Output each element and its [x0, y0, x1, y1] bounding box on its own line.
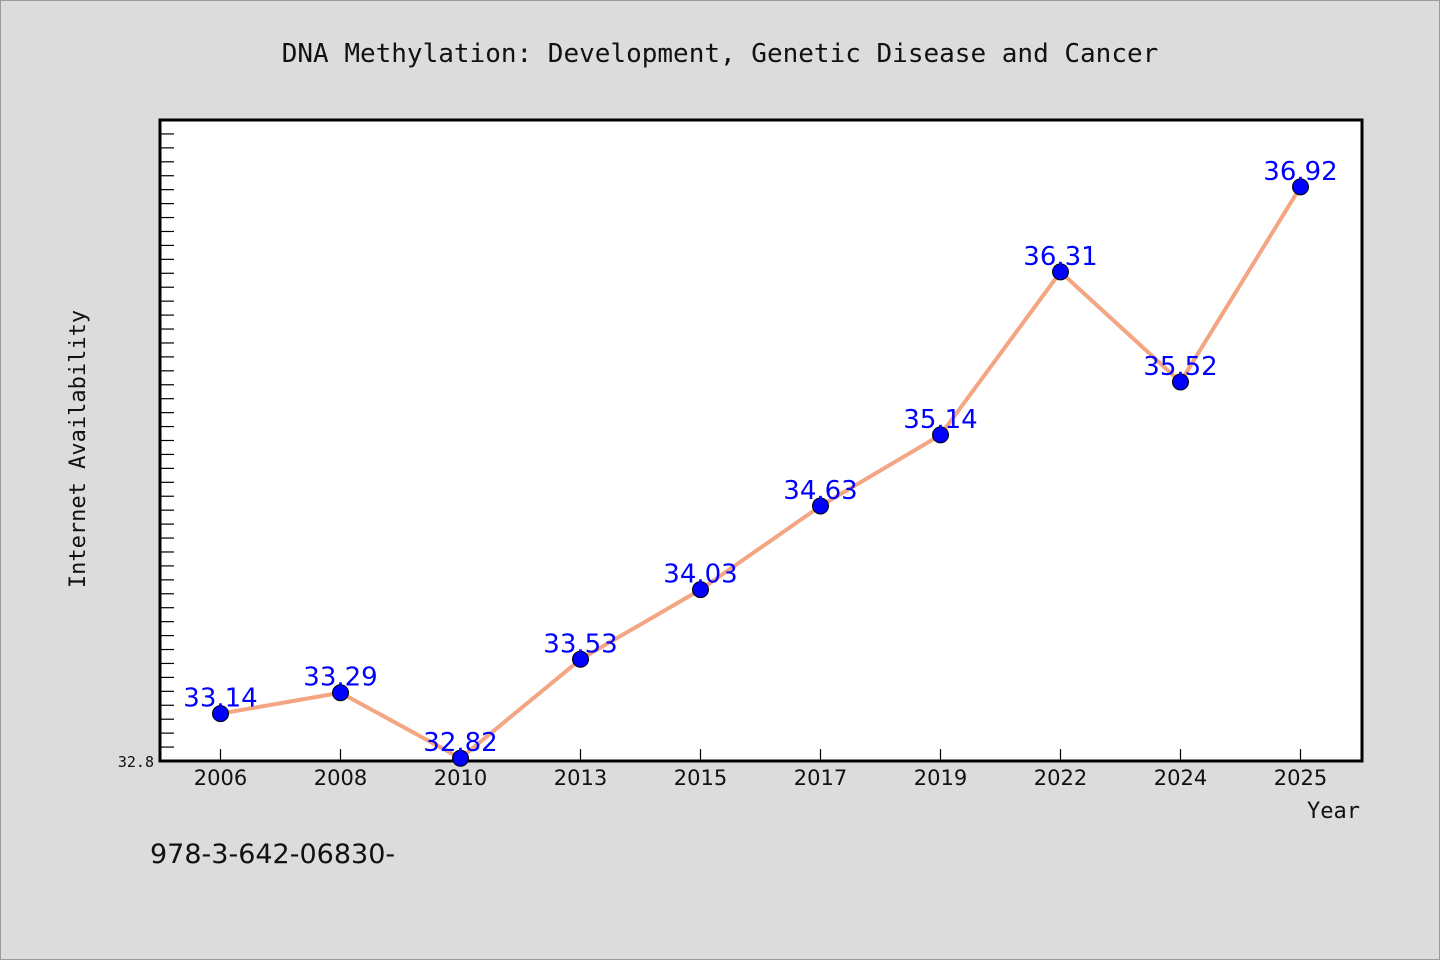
x-tick-label: 2025: [1274, 766, 1327, 790]
x-axis-ticks: 2006 2008 2010 2013 2015 2017 2019 2022 2024 2025: [194, 749, 1327, 790]
data-label: 33.53: [543, 629, 617, 659]
data-label: 33.29: [303, 663, 377, 693]
data-point: [1172, 373, 1189, 391]
chart-title: DNA Methylation: Development, Genetic Di…: [282, 39, 1159, 69]
series-layer: 33.14 33.29 32.82 33.53 34.03 34.63 35.14 36.31…: [183, 157, 1338, 767]
x-tick-label: 2010: [434, 766, 487, 790]
x-tick-label: 2017: [794, 766, 847, 790]
data-label: 35.52: [1143, 352, 1217, 382]
data-label: 36.92: [1263, 157, 1337, 187]
y-axis-ticks: 32.8: [118, 133, 174, 771]
data-point: [572, 650, 589, 668]
series-line: [218, 184, 1303, 761]
y-axis-title: Internet Availability: [66, 310, 91, 588]
data-label: 34.63: [783, 476, 857, 506]
data-point: [692, 581, 709, 599]
x-tick-label: 2022: [1034, 766, 1087, 790]
data-point: [1052, 263, 1069, 281]
y-tick-label: 32.8: [118, 753, 154, 771]
x-tick-label: 2024: [1154, 766, 1207, 790]
x-tick-label: 2015: [674, 766, 727, 790]
data-label: 33.14: [183, 684, 257, 714]
data-point: [212, 705, 229, 723]
data-point: [812, 497, 829, 515]
data-point: [932, 426, 949, 444]
x-tick-label: 2006: [194, 766, 247, 790]
x-axis-title: Year: [1307, 799, 1360, 824]
data-point: [1292, 178, 1309, 196]
x-tick-label: 2019: [914, 766, 967, 790]
plot-area: [158, 118, 1364, 763]
data-point: [452, 749, 469, 767]
data-point: [332, 684, 349, 702]
data-label: 36.31: [1023, 242, 1097, 272]
x-tick-label: 2008: [314, 766, 367, 790]
data-label: 32.82: [423, 728, 497, 758]
isbn-text: 978-3-642-06830-: [150, 839, 395, 870]
data-label: 34.03: [663, 560, 737, 590]
x-tick-label: 2013: [554, 766, 607, 790]
data-label: 35.14: [903, 405, 977, 435]
